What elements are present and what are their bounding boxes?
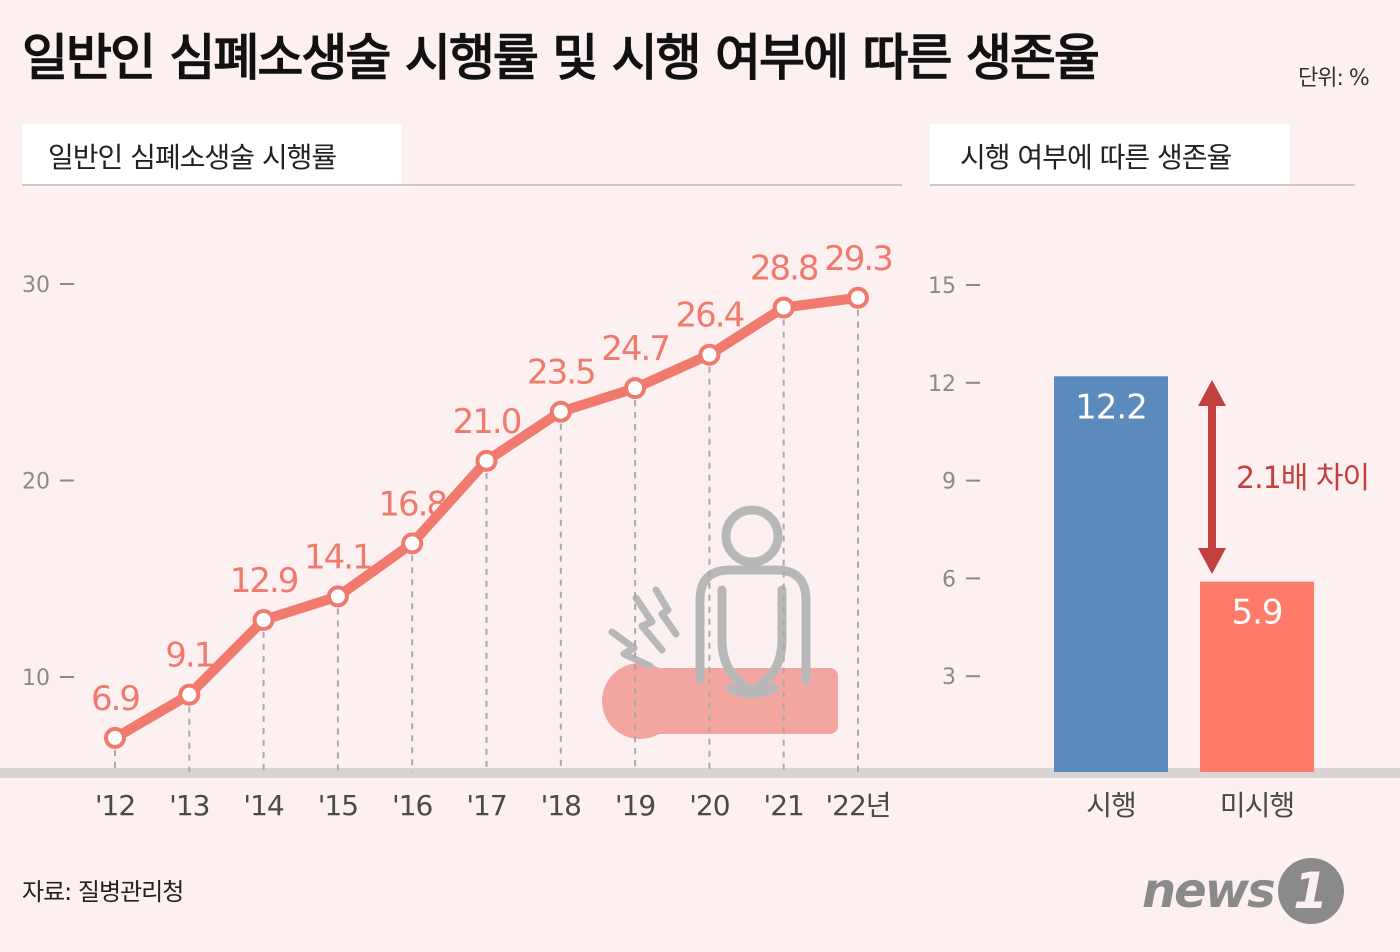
lightning-icon [608,586,680,670]
data-point [401,532,424,555]
cpr-person-icon [602,505,838,739]
x-tick-label: '14 [243,789,284,822]
x-tick-label: '19 [615,789,655,822]
bar [1200,581,1314,772]
data-point [104,726,126,749]
data-point [624,377,647,400]
x-tick-label: 미시행 [1220,789,1294,822]
y-tick-label: 30 [22,273,50,298]
x-tick-label: 시행 [1086,789,1136,822]
right-panel-tab: 시행 여부에 따른 생존율 [930,124,1290,184]
data-label: 12.9 [230,561,298,601]
unit-label: 단위: % [1298,66,1370,91]
difference-label: 2.1배 차이 [1236,461,1369,496]
news1-logo: news 1 [1142,858,1344,928]
x-tick-label: '16 [392,789,433,822]
y-tick-label: 15 [928,274,956,299]
y-tick-label: 9 [942,470,956,495]
data-point [178,683,201,706]
y-tick-label: 3 [942,665,956,690]
data-label: 6.9 [91,679,139,719]
x-tick-label: '20 [689,789,729,822]
y-tick-label: 10 [22,666,50,691]
x-tick-label: '18 [541,789,581,822]
difference-arrow [1198,380,1226,574]
data-label: 28.8 [750,249,818,289]
x-tick-label: '22년 [825,789,890,822]
logo-text: news [1142,863,1276,919]
right-panel-divider [930,184,1355,186]
x-tick-label: '12 [95,789,135,822]
y-tick-label: 6 [942,567,956,592]
logo-badge: 1 [1277,858,1344,924]
cpr-rate-line-chart: 10 20 30 '12 '13 '14 '15 '16 '17 '18 '19 '20 '21 '22년… [22,239,894,822]
survival-bar-chart: 3 6 9 12 15 12.2 시행 5.9 미시행 [928,274,1314,822]
data-point [326,585,349,608]
data-label: 9.1 [165,636,213,676]
x-tick-label: '17 [466,789,506,822]
data-point [772,296,795,319]
x-tick-label: '13 [169,789,209,822]
data-label: 21.0 [453,402,521,442]
x-tick-label: '21 [764,789,804,822]
left-panel-tab: 일반인 심폐소생술 시행률 [22,124,402,184]
data-point [252,609,275,632]
data-label: 23.5 [527,353,595,393]
data-label: 24.7 [601,329,669,369]
bar [1054,376,1168,772]
data-label: 29.3 [824,239,892,279]
main-title: 일반인 심폐소생술 시행률 및 시행 여부에 따른 생존율 [22,29,1100,87]
bar-value-label: 12.2 [1075,387,1147,427]
data-point [475,449,498,472]
data-point [549,400,572,423]
y-tick-label: 12 [928,372,956,397]
left-panel-divider [22,184,902,186]
data-point [847,286,869,309]
data-label: 14.1 [304,537,372,577]
data-point [698,343,721,366]
y-tick-label: 20 [22,470,50,495]
x-tick-label: '15 [318,789,358,822]
data-label: 26.4 [676,296,744,336]
source-label: 자료: 질병관리청 [22,878,184,906]
bar-value-label: 5.9 [1231,593,1282,633]
baseline-band [0,768,1400,778]
data-label: 16.8 [378,484,446,524]
